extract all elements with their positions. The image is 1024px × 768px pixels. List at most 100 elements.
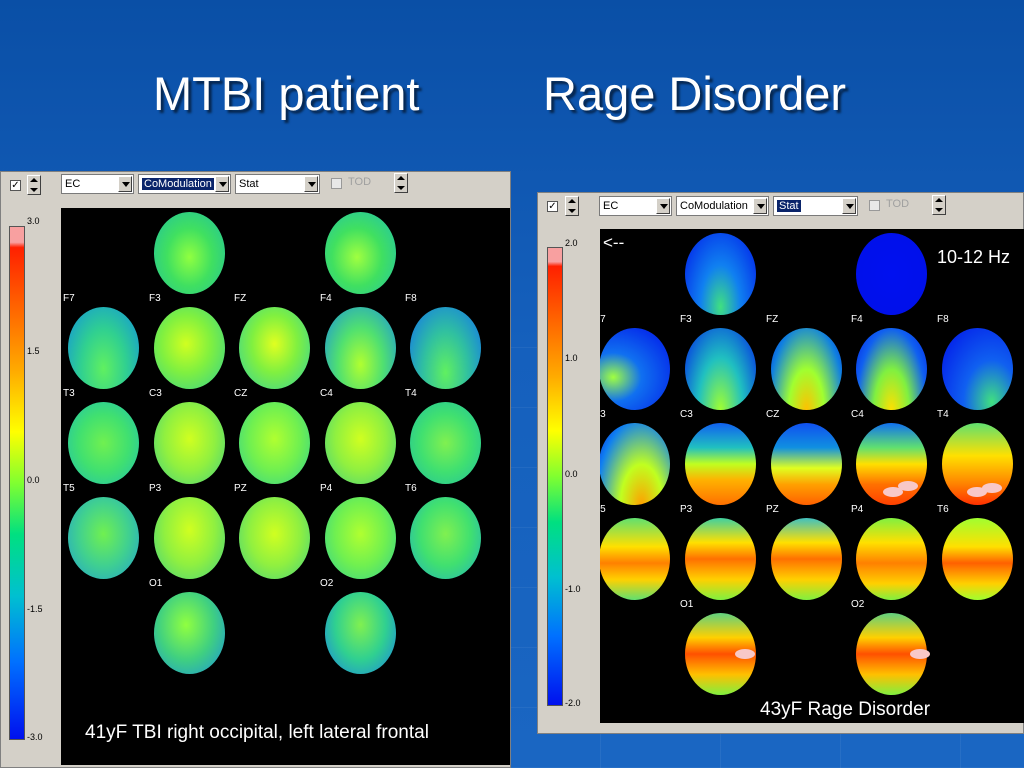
electrode-label-f4: F4	[851, 314, 863, 325]
right-color-scale-bar	[547, 247, 563, 706]
electrode-label-t6: T6	[937, 504, 949, 515]
topomap-head-t4[interactable]	[410, 402, 481, 484]
left-topomap-area: 41yF TBI right occipital, left lateral f…	[61, 208, 510, 765]
right-stat-select[interactable]: Stat	[773, 196, 858, 216]
saturation-spot	[982, 483, 1002, 493]
topomap-head-cz[interactable]	[771, 423, 842, 505]
right-condition-select[interactable]: EC	[599, 196, 672, 216]
topomap-head-cz[interactable]	[239, 402, 310, 484]
topomap-head-pz[interactable]	[239, 497, 310, 579]
topomap-head-fp2[interactable]	[325, 212, 396, 294]
chevron-down-icon	[842, 198, 856, 214]
saturation-spot	[967, 487, 987, 497]
left-caption: 41yF TBI right occipital, left lateral f…	[85, 722, 429, 743]
topomap-head-t3[interactable]	[68, 402, 139, 484]
right-tod-checkbox[interactable]	[869, 200, 880, 211]
topomap-head-f3[interactable]	[685, 328, 756, 410]
saturation-spot	[735, 649, 755, 659]
topomap-head-t3[interactable]	[600, 423, 670, 505]
right-caption: 43yF Rage Disorder	[760, 699, 931, 720]
chevron-down-icon	[118, 176, 132, 192]
topomap-head-t5[interactable]	[68, 497, 139, 579]
left-enable-checkbox[interactable]: ✓	[10, 180, 21, 191]
electrode-label-f8: F8	[937, 314, 949, 325]
topomap-head-p4[interactable]	[325, 497, 396, 579]
electrode-label-p3: P3	[149, 483, 162, 494]
left-scale-tick: -1.5	[27, 604, 43, 614]
topomap-head-fp2[interactable]	[856, 233, 927, 315]
topomap-head-f7[interactable]	[600, 328, 670, 410]
right-topomap-area: <-- 10-12 Hz 43yF Rage Disorder FP1 FP2 F7…	[600, 229, 1024, 723]
right-scale-tick: -2.0	[565, 698, 581, 708]
electrode-label-p4: P4	[851, 504, 864, 515]
back-arrow-button[interactable]: <--	[603, 233, 625, 252]
electrode-label-f3: F3	[680, 314, 692, 325]
electrode-label-fp2: FP2	[851, 229, 869, 230]
left-spinner[interactable]	[27, 175, 41, 195]
left-measure-select[interactable]: CoModulation	[138, 174, 231, 194]
electrode-label-p4: P4	[320, 483, 333, 494]
electrode-label-cz: CZ	[766, 409, 780, 420]
electrode-label-fp1: FP1	[149, 208, 167, 209]
electrode-label-t4: T4	[937, 409, 949, 420]
electrode-label-fz: FZ	[234, 293, 247, 304]
topomap-head-c3[interactable]	[685, 423, 756, 505]
topomap-head-f8[interactable]	[942, 328, 1013, 410]
topomap-head-t6[interactable]	[942, 518, 1013, 600]
saturation-spot	[883, 487, 903, 497]
topomap-head-f8[interactable]	[410, 307, 481, 389]
electrode-label-t6: T6	[405, 483, 417, 494]
right-spinner[interactable]	[565, 196, 579, 216]
topomap-head-c4[interactable]	[325, 402, 396, 484]
topomap-head-fp1[interactable]	[685, 233, 756, 315]
topomap-head-fz[interactable]	[239, 307, 310, 389]
left-tod-checkbox[interactable]	[331, 178, 342, 189]
left-tod-label: TOD	[348, 176, 372, 188]
left-stat-select[interactable]: Stat	[235, 174, 320, 194]
title-left: MTBI patient	[153, 67, 420, 120]
right-measure-select[interactable]: CoModulation	[676, 196, 769, 216]
left-condition-select[interactable]: EC	[61, 174, 134, 194]
electrode-label-c4: C4	[320, 388, 333, 399]
right-tod-label: TOD	[886, 198, 910, 210]
electrode-label-c3: C3	[149, 388, 162, 399]
topomap-head-o1[interactable]	[154, 592, 225, 674]
saturation-spot	[910, 649, 930, 659]
right-scale-tick: 0.0	[565, 469, 578, 479]
right-tod-spinner[interactable]	[932, 195, 946, 215]
electrode-label-f4: F4	[320, 293, 332, 304]
right-enable-checkbox[interactable]: ✓	[547, 201, 558, 212]
left-scale-tick: 0.0	[27, 475, 40, 485]
topomap-head-o2[interactable]	[325, 592, 396, 674]
electrode-label-o1: O1	[680, 599, 694, 610]
topomap-head-f7[interactable]	[68, 307, 139, 389]
left-scale-tick: 3.0	[27, 216, 40, 226]
topomap-head-pz[interactable]	[771, 518, 842, 600]
topomap-head-t5[interactable]	[600, 518, 670, 600]
electrode-label-fz: FZ	[766, 314, 779, 325]
topomap-head-f4[interactable]	[325, 307, 396, 389]
topomap-head-fp1[interactable]	[154, 212, 225, 294]
left-color-scale-bar	[9, 226, 25, 740]
topomap-head-p3[interactable]	[685, 518, 756, 600]
electrode-label-fp2: FP2	[320, 208, 338, 209]
saturation-spot	[898, 481, 918, 491]
topomap-head-p3[interactable]	[154, 497, 225, 579]
topomap-head-c3[interactable]	[154, 402, 225, 484]
topomap-head-t6[interactable]	[410, 497, 481, 579]
topomap-head-fz[interactable]	[771, 328, 842, 410]
chevron-down-icon	[304, 176, 318, 192]
left-scale-tick: -3.0	[27, 732, 43, 742]
electrode-label-o2: O2	[320, 578, 334, 589]
chevron-down-icon	[753, 198, 767, 214]
electrode-label-t4: T4	[405, 388, 417, 399]
topomap-head-f3[interactable]	[154, 307, 225, 389]
electrode-label-f7: F7	[63, 293, 75, 304]
topomap-head-p4[interactable]	[856, 518, 927, 600]
electrode-label-t3: T3	[600, 409, 606, 420]
electrode-label-fp1: FP1	[680, 229, 698, 230]
right-brain-map-panel: ✓ EC CoModulation Stat TOD 2.0 1.0 0.0 -…	[537, 192, 1024, 734]
left-tod-spinner[interactable]	[394, 173, 408, 193]
electrode-label-p3: P3	[680, 504, 693, 515]
topomap-head-f4[interactable]	[856, 328, 927, 410]
